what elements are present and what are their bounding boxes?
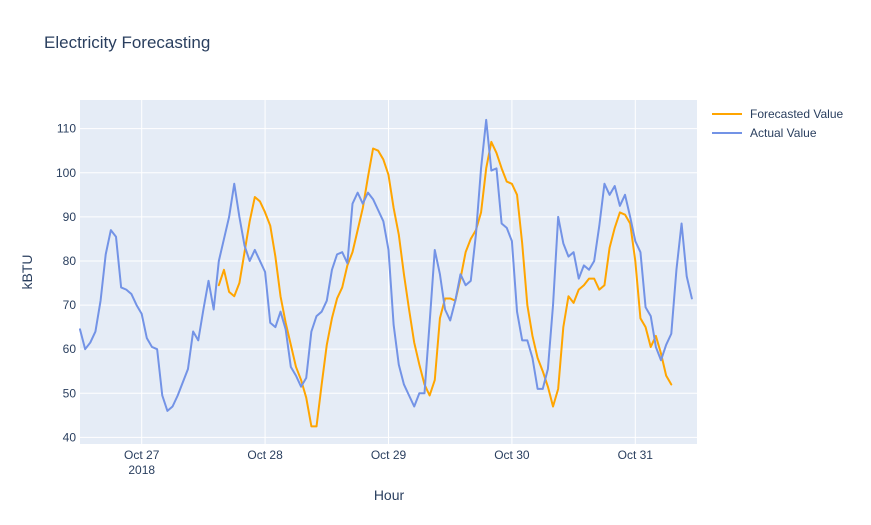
y-tick-label: 90 [63, 210, 77, 224]
chart-title: Electricity Forecasting [44, 33, 211, 52]
y-axis-ticks: 40 50 60 70 80 90 100 110 [56, 122, 76, 445]
legend-label: Actual Value [750, 126, 817, 140]
legend-label: Forecasted Value [750, 107, 843, 121]
x-tick-label: Oct 27 [124, 448, 160, 462]
x-tick-label: Oct 30 [494, 448, 530, 462]
legend[interactable]: Forecasted Value Actual Value [712, 107, 843, 140]
y-tick-label: 50 [63, 386, 77, 400]
x-tick-label: Oct 28 [247, 448, 283, 462]
y-axis-title: kBTU [19, 255, 35, 290]
x-axis-title: Hour [374, 487, 405, 503]
y-tick-label: 40 [63, 430, 77, 444]
legend-item-actual-value[interactable]: Actual Value [712, 126, 817, 140]
series-line-actual-value [79, 118, 693, 412]
y-tick-label: 70 [63, 298, 77, 312]
y-tick-label: 60 [63, 342, 77, 356]
y-tick-label: 80 [63, 254, 77, 268]
x-tick-label: Oct 31 [618, 448, 654, 462]
series-line-forecasted-value [217, 140, 673, 428]
legend-item-forecasted-value[interactable]: Forecasted Value [712, 107, 843, 121]
x-tick-sublabel: 2018 [128, 463, 155, 477]
y-tick-label: 100 [56, 166, 76, 180]
y-tick-label: 110 [57, 122, 76, 136]
series-lines [79, 118, 693, 428]
x-tick-label: Oct 29 [371, 448, 407, 462]
